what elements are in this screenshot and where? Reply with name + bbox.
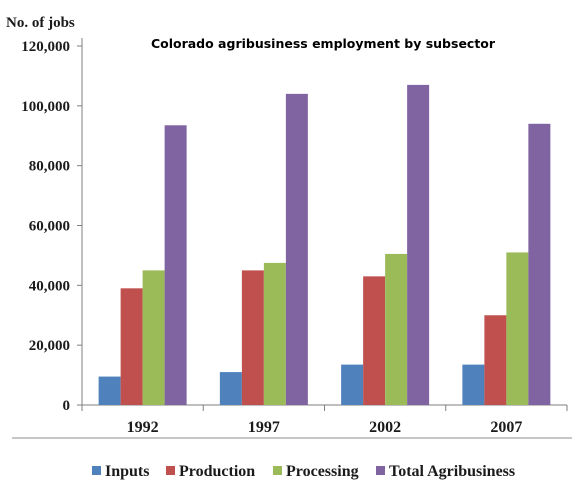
legend-label-inputs: Inputs bbox=[105, 463, 149, 480]
legend-label-production: Production bbox=[179, 463, 255, 480]
bar-processing-1997 bbox=[263, 262, 286, 405]
y-tick-label: 80,000 bbox=[29, 159, 70, 175]
bar-total-agribusiness-2007 bbox=[528, 123, 551, 406]
bar-total-agribusiness-1997 bbox=[285, 93, 308, 405]
legend-swatch-inputs bbox=[92, 466, 101, 475]
legend-label-processing: Processing bbox=[286, 463, 359, 480]
y-tick-labels: 0 20,000 40,000 60,000 80,000 100,000 120,000 bbox=[21, 39, 70, 414]
bar-production-2002 bbox=[363, 276, 386, 405]
x-tick-labels: 1992 1997 2002 2007 bbox=[127, 419, 523, 436]
legend-swatch-total-agribusiness bbox=[376, 466, 385, 475]
bar-inputs-1997 bbox=[219, 372, 242, 405]
y-tick-label: 100,000 bbox=[21, 99, 70, 115]
bar-inputs-2007 bbox=[462, 364, 485, 405]
legend-label-total-agribusiness: Total Agribusiness bbox=[389, 463, 515, 480]
y-tick-label: 60,000 bbox=[29, 219, 70, 235]
y-tick-label: 120,000 bbox=[21, 39, 70, 55]
bar-total-agribusiness-2002 bbox=[407, 84, 430, 406]
bar-processing-2007 bbox=[506, 252, 529, 405]
bar-total-agribusiness-1992 bbox=[164, 125, 187, 405]
y-tick-label: 0 bbox=[63, 398, 71, 414]
y-tick-label: 20,000 bbox=[29, 338, 70, 354]
legend: Inputs Production Processing Total Agribusi… bbox=[92, 463, 515, 480]
bar-production-1992 bbox=[120, 288, 143, 405]
bar-processing-1992 bbox=[142, 270, 165, 405]
y-axis-title: No. of jobs bbox=[6, 15, 75, 31]
chart-title: Colorado agribusiness employment by subs… bbox=[151, 36, 496, 51]
x-tick-label: 2002 bbox=[369, 419, 401, 436]
legend-swatch-production bbox=[166, 466, 175, 475]
bar-production-2007 bbox=[484, 315, 507, 405]
bar-inputs-2002 bbox=[341, 364, 364, 405]
bars bbox=[98, 84, 551, 406]
x-tick-label: 2007 bbox=[490, 419, 522, 436]
bar-production-1997 bbox=[241, 270, 264, 405]
y-tick-label: 40,000 bbox=[29, 278, 70, 294]
bar-processing-2002 bbox=[385, 253, 408, 405]
bar-inputs-1992 bbox=[98, 376, 121, 405]
legend-swatch-processing bbox=[273, 466, 282, 475]
x-tick-label: 1992 bbox=[127, 419, 159, 436]
x-tick-label: 1997 bbox=[248, 419, 280, 436]
